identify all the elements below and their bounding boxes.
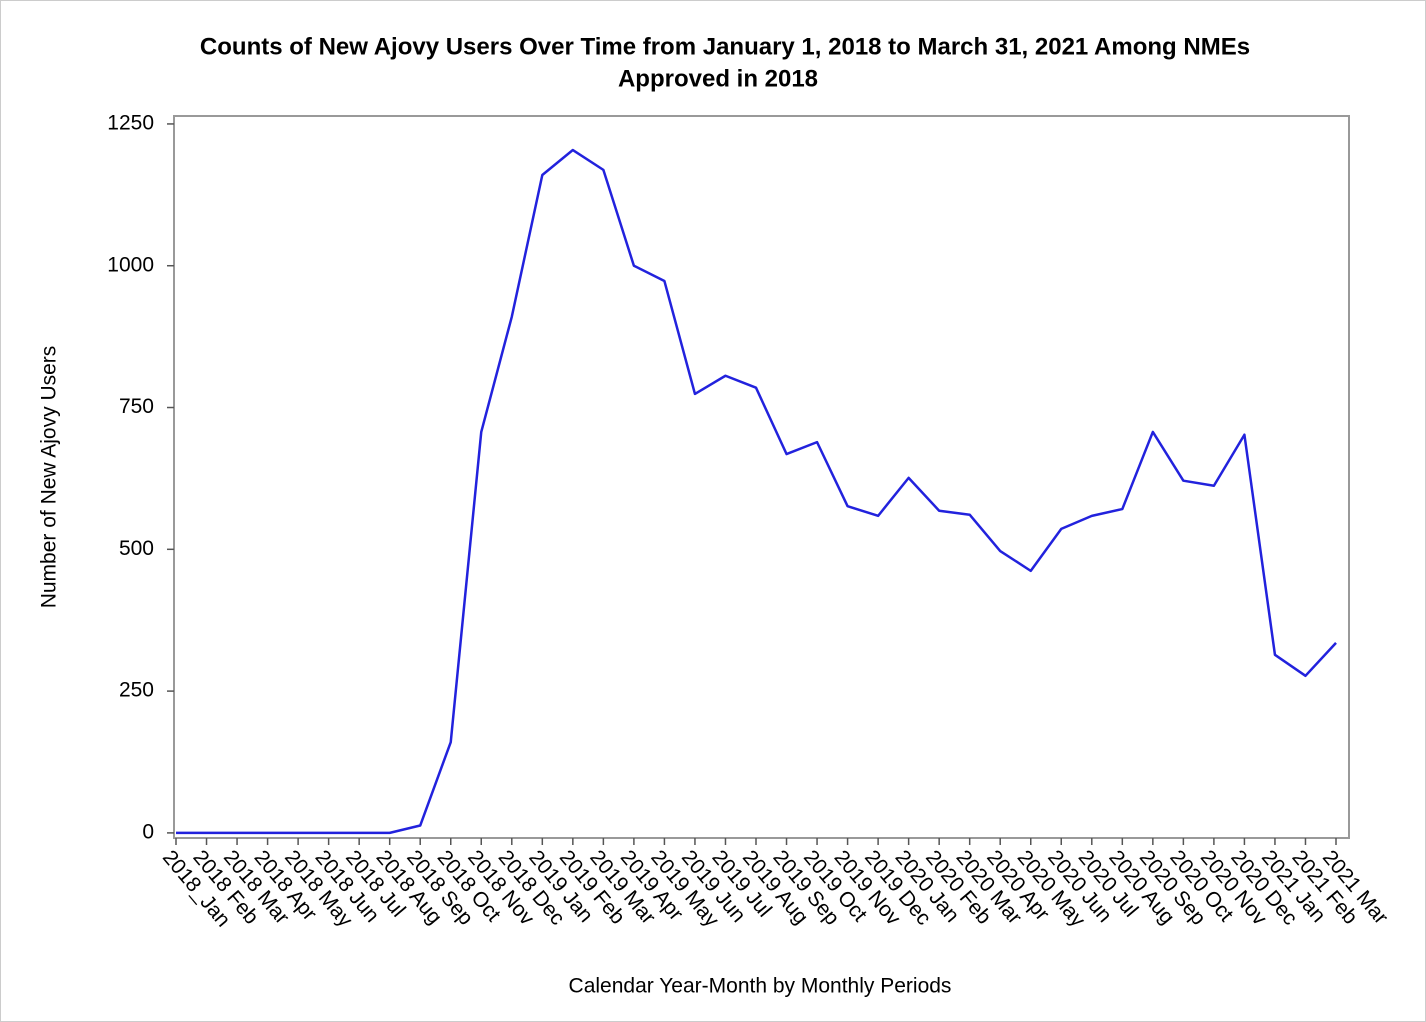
x-axis-label: Calendar Year-Month by Monthly Periods	[569, 975, 952, 998]
y-tick-label: 0	[142, 820, 154, 843]
plot-frame	[173, 115, 1350, 839]
y-tick-label: 1000	[107, 253, 154, 276]
data-line	[176, 148, 1337, 835]
y-tick-label: 750	[119, 395, 154, 418]
y-axis-label: Number of New Ajovy Users	[38, 346, 61, 609]
chart-title: Counts of New Ajovy Users Over Time from…	[200, 33, 1250, 60]
chart-title: Approved in 2018	[618, 65, 818, 92]
y-tick-label: 1250	[107, 111, 154, 134]
y-tick-label: 250	[119, 679, 154, 702]
y-tick-label: 500	[119, 537, 154, 560]
